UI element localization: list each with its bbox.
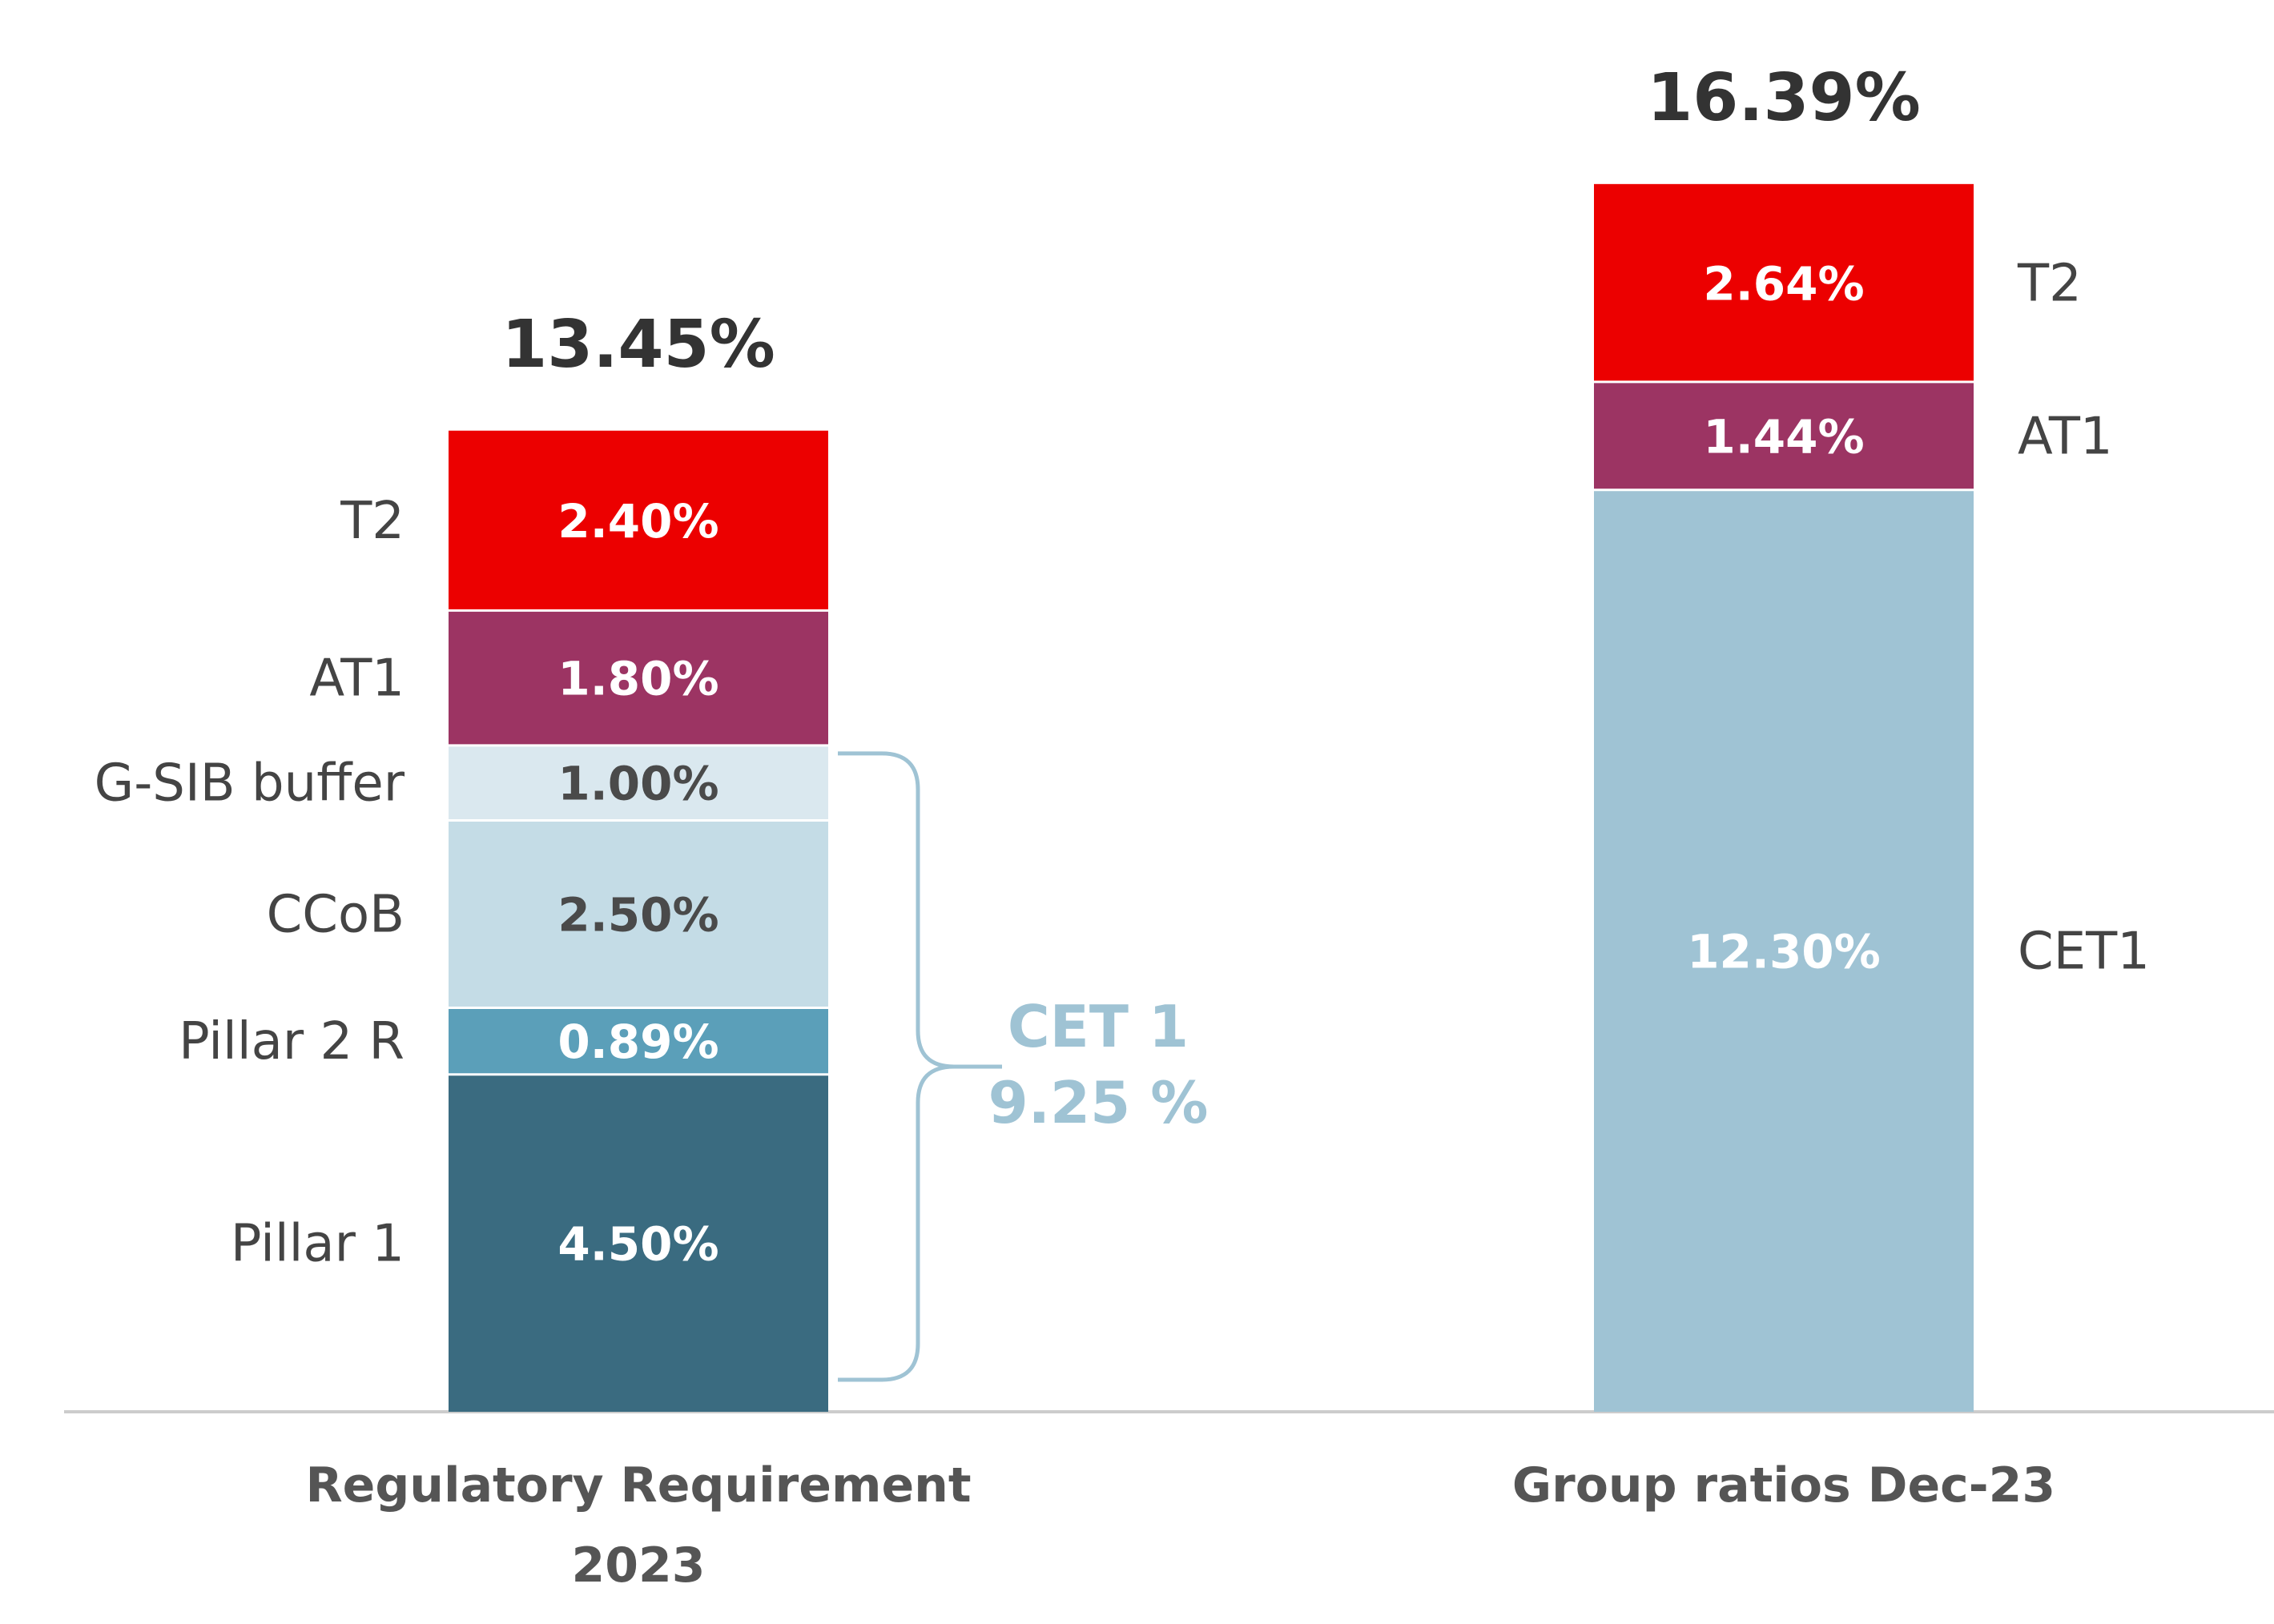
bar-segment-ccob	[449, 820, 828, 1008]
category-label-group-ratios-dec-23: Group ratios Dec-23	[1512, 1457, 2055, 1513]
brace-label-line: 9.25 %	[988, 1069, 1209, 1136]
bar-regulatory-requirement-2023: 4.50% Pillar 1 0.89% Pillar 2 R 2.50% CCoB 1.0…	[95, 307, 972, 1594]
segment-value-label-t2: 2.64%	[1703, 256, 1864, 311]
brace-shape	[838, 751, 1002, 1382]
cet1-brace-annotation: CET 1 9.25 %	[838, 751, 1209, 1382]
bar-segment-t2	[449, 430, 828, 611]
bars-layer: 4.50% Pillar 1 0.89% Pillar 2 R 2.50% CCoB 1.0…	[95, 60, 2150, 1594]
bar-segment-g-sib-buffer	[449, 745, 828, 821]
category-label-regulatory-requirement-2023: Regulatory Requirement 2023	[305, 1457, 971, 1594]
category-label-line: 2023	[572, 1538, 706, 1594]
series-label-at1: AT1	[2018, 407, 2113, 466]
bar-group-ratios-dec-23: 12.30% CET1 1.44% AT1 2.64% T2 16.39% Group rat…	[1512, 60, 2150, 1513]
segment-value-label-pillar-2-r: 0.89%	[557, 1015, 718, 1069]
brace-label: CET 1 9.25 %	[988, 993, 1209, 1136]
series-label-g-sib-buffer: G-SIB buffer	[95, 754, 405, 814]
series-label-t2: T2	[2017, 254, 2082, 313]
series-label-pillar-1: Pillar 1	[231, 1214, 404, 1273]
bar-segment-pillar-1	[449, 1074, 828, 1412]
segment-value-label-pillar-1: 4.50%	[557, 1216, 718, 1271]
series-label-t2: T2	[340, 492, 404, 551]
bar-segment-cet1	[1594, 489, 1974, 1412]
total-label-group-ratios-dec-23: 16.39%	[1647, 60, 1921, 136]
bar-segment-at1	[449, 610, 828, 746]
category-label-line: Group ratios Dec-23	[1512, 1457, 2055, 1513]
segment-value-label-ccob: 2.50%	[557, 887, 718, 942]
brace-label-line: CET 1	[1008, 993, 1189, 1060]
segment-value-label-cet1: 12.30%	[1687, 924, 1881, 979]
total-label-regulatory-requirement-2023: 13.45%	[501, 307, 775, 383]
bar-segment-at1	[1594, 381, 1974, 490]
category-label-line: Regulatory Requirement	[305, 1457, 971, 1513]
series-label-at1: AT1	[309, 649, 404, 709]
segment-value-label-at1: 1.80%	[557, 652, 718, 706]
bar-segment-pillar-2-r	[449, 1007, 828, 1075]
bar-segment-t2	[1594, 183, 1974, 382]
segment-value-label-t2: 2.40%	[557, 494, 718, 549]
series-label-pillar-2-r: Pillar 2 R	[179, 1012, 404, 1071]
series-label-cet1: CET1	[2018, 922, 2150, 981]
segment-value-label-at1: 1.44%	[1703, 409, 1864, 464]
segment-value-label-g-sib-buffer: 1.00%	[557, 757, 718, 811]
series-label-ccob: CCoB	[267, 885, 404, 944]
